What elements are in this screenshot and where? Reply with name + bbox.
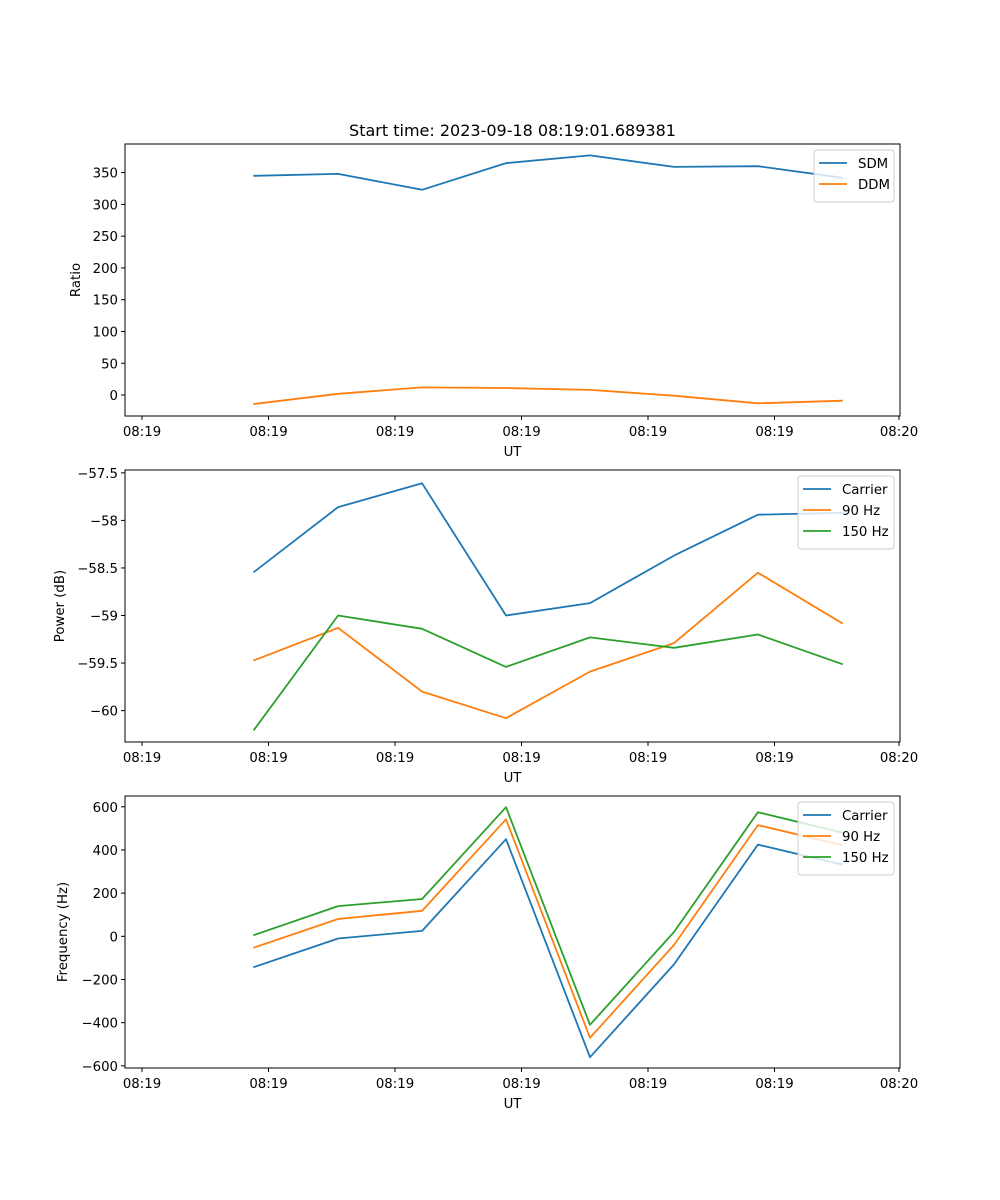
legend: Carrier 90 Hz 150 Hz	[797, 475, 895, 550]
y-tick-label: 250	[93, 230, 118, 245]
series-line-carrier	[252, 482, 843, 617]
y-tick-label: −200	[81, 973, 118, 988]
plot-frame	[124, 143, 901, 417]
x-tick-label: 08:19	[755, 425, 793, 440]
series-line-carrier	[253, 838, 843, 1059]
series-line-90-hz	[253, 818, 843, 1039]
y-axis-label: Ratio	[69, 263, 84, 297]
x-tick-label: 08:19	[755, 1077, 793, 1092]
legend-label: 150 Hz	[842, 851, 889, 866]
legend-label: DDM	[858, 178, 890, 193]
x-axis-label: UT	[504, 1097, 523, 1112]
y-tick-label: 0	[110, 930, 118, 945]
y-tick-label: 100	[93, 325, 118, 340]
y-tick-label: 150	[93, 294, 118, 309]
series-line-sdm	[253, 154, 843, 191]
y-tick-label: 300	[93, 198, 118, 213]
legend-label: Carrier	[842, 483, 888, 498]
legend-label: 90 Hz	[842, 830, 880, 845]
y-tick-label: 600	[93, 801, 118, 816]
x-tick-label: 08:19	[249, 425, 287, 440]
x-tick-label: 08:20	[880, 751, 918, 766]
y-tick-label: −58.5	[77, 562, 118, 577]
x-tick-label: 08:19	[755, 751, 793, 766]
legend: Carrier 90 Hz 150 Hz	[797, 801, 895, 876]
x-tick-label: 08:19	[629, 425, 667, 440]
x-tick-label: 08:19	[123, 751, 161, 766]
chart-title: Start time: 2023-09-18 08:19:01.689381	[349, 121, 676, 140]
y-tick-label: −400	[81, 1017, 118, 1032]
x-tick-label: 08:19	[502, 751, 540, 766]
x-axis-label: UT	[504, 771, 523, 786]
legend-label: SDM	[858, 157, 888, 172]
x-tick-label: 08:19	[376, 425, 414, 440]
y-tick-label: −58	[90, 514, 118, 529]
y-tick-label: 50	[101, 357, 118, 372]
y-tick-label: 400	[93, 844, 118, 859]
x-tick-label: 08:19	[502, 1077, 540, 1092]
y-tick-label: 200	[93, 887, 118, 902]
x-tick-label: 08:19	[629, 1077, 667, 1092]
plot-frame	[124, 795, 901, 1069]
x-axis-label: UT	[504, 445, 523, 460]
series-line-90-hz	[253, 571, 844, 720]
x-tick-label: 08:20	[880, 1077, 918, 1092]
x-tick-label: 08:20	[880, 425, 918, 440]
y-tick-label: −57.5	[77, 467, 118, 482]
y-axis-label: Frequency (Hz)	[56, 882, 71, 982]
power-panel: UT Power (dB) 08:19 08:19 08:19 08:19 08:19 0…	[53, 467, 918, 786]
legend: SDM DDM	[813, 149, 895, 203]
x-tick-label: 08:19	[502, 425, 540, 440]
x-tick-label: 08:19	[376, 1077, 414, 1092]
y-tick-label: −600	[81, 1060, 118, 1075]
ratio-panel: Start time: 2023-09-18 08:19:01.689381 U…	[69, 121, 918, 460]
series-line-150-hz	[253, 806, 843, 1026]
legend-label: 150 Hz	[842, 525, 889, 540]
y-tick-label: 200	[93, 262, 118, 277]
y-tick-label: 350	[93, 167, 118, 182]
y-tick-label: 0	[110, 389, 118, 404]
y-tick-label: −59	[90, 610, 118, 625]
y-axis-label: Power (dB)	[53, 570, 68, 642]
x-tick-label: 08:19	[123, 425, 161, 440]
frequency-panel: UT Frequency (Hz) 08:19 08:19 08:19 08:19 08…	[56, 795, 918, 1112]
x-tick-label: 08:19	[249, 751, 287, 766]
x-tick-label: 08:19	[249, 1077, 287, 1092]
series-line-150-hz	[252, 614, 844, 731]
y-tick-label: −59.5	[77, 657, 118, 672]
series-line-ddm	[253, 386, 843, 405]
legend-label: 90 Hz	[842, 504, 880, 519]
y-tick-label: −60	[90, 705, 118, 720]
legend-label: Carrier	[842, 809, 888, 824]
x-tick-label: 08:19	[123, 1077, 161, 1092]
x-tick-label: 08:19	[376, 751, 414, 766]
plot-frame	[124, 469, 901, 743]
x-tick-label: 08:19	[629, 751, 667, 766]
